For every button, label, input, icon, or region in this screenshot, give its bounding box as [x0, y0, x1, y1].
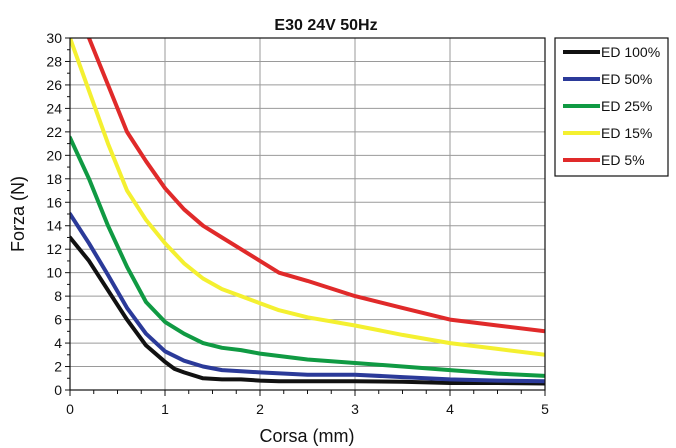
y-tick-label: 22 [46, 124, 62, 140]
y-tick-label: 6 [54, 312, 62, 328]
legend-label-ed-100: ED 100% [601, 44, 660, 60]
y-axis-title: Forza (N) [8, 176, 28, 252]
y-tick-label: 12 [46, 241, 62, 257]
legend-label-ed-25: ED 25% [601, 98, 652, 114]
x-tick-label: 1 [161, 401, 169, 417]
legend-label-ed-15: ED 15% [601, 125, 652, 141]
x-tick-label: 0 [66, 401, 74, 417]
y-tick-label: 26 [46, 77, 62, 93]
series-line-ed-5 [87, 38, 545, 334]
y-tick-label: 30 [46, 30, 62, 46]
x-tick-label: 4 [446, 401, 454, 417]
y-tick-label: 2 [54, 359, 62, 375]
x-tick-label: 3 [351, 401, 359, 417]
y-tick-label: 8 [54, 288, 62, 304]
series-line-ed-100 [70, 235, 545, 386]
series-line-ed-50 [70, 212, 545, 384]
y-tick-label: 18 [46, 171, 62, 187]
legend: ED 100% ED 50% ED 25% ED 15% ED 5% [563, 44, 660, 168]
legend-label-ed-5: ED 5% [601, 152, 645, 168]
y-tick-label: 4 [54, 335, 62, 351]
y-tick-label: 20 [46, 147, 62, 163]
y-tick-label: 24 [46, 100, 62, 116]
x-axis-title: Corsa (mm) [260, 426, 355, 446]
y-tick-label: 0 [54, 382, 62, 398]
axis-ticks [65, 37, 546, 396]
x-tick-labels: 0 1 2 3 4 5 [66, 401, 549, 417]
y-tick-label: 28 [46, 53, 62, 69]
series-lines [70, 38, 545, 386]
x-tick-label: 2 [256, 401, 264, 417]
y-tick-label: 10 [46, 265, 62, 281]
series-line-ed-25 [70, 135, 545, 378]
y-tick-label: 16 [46, 194, 62, 210]
chart-title: E30 24V 50Hz [274, 17, 377, 34]
series-line-ed-15 [70, 38, 545, 357]
legend-label-ed-50: ED 50% [601, 71, 652, 87]
y-tick-label: 14 [46, 218, 62, 234]
x-tick-label: 5 [541, 401, 549, 417]
